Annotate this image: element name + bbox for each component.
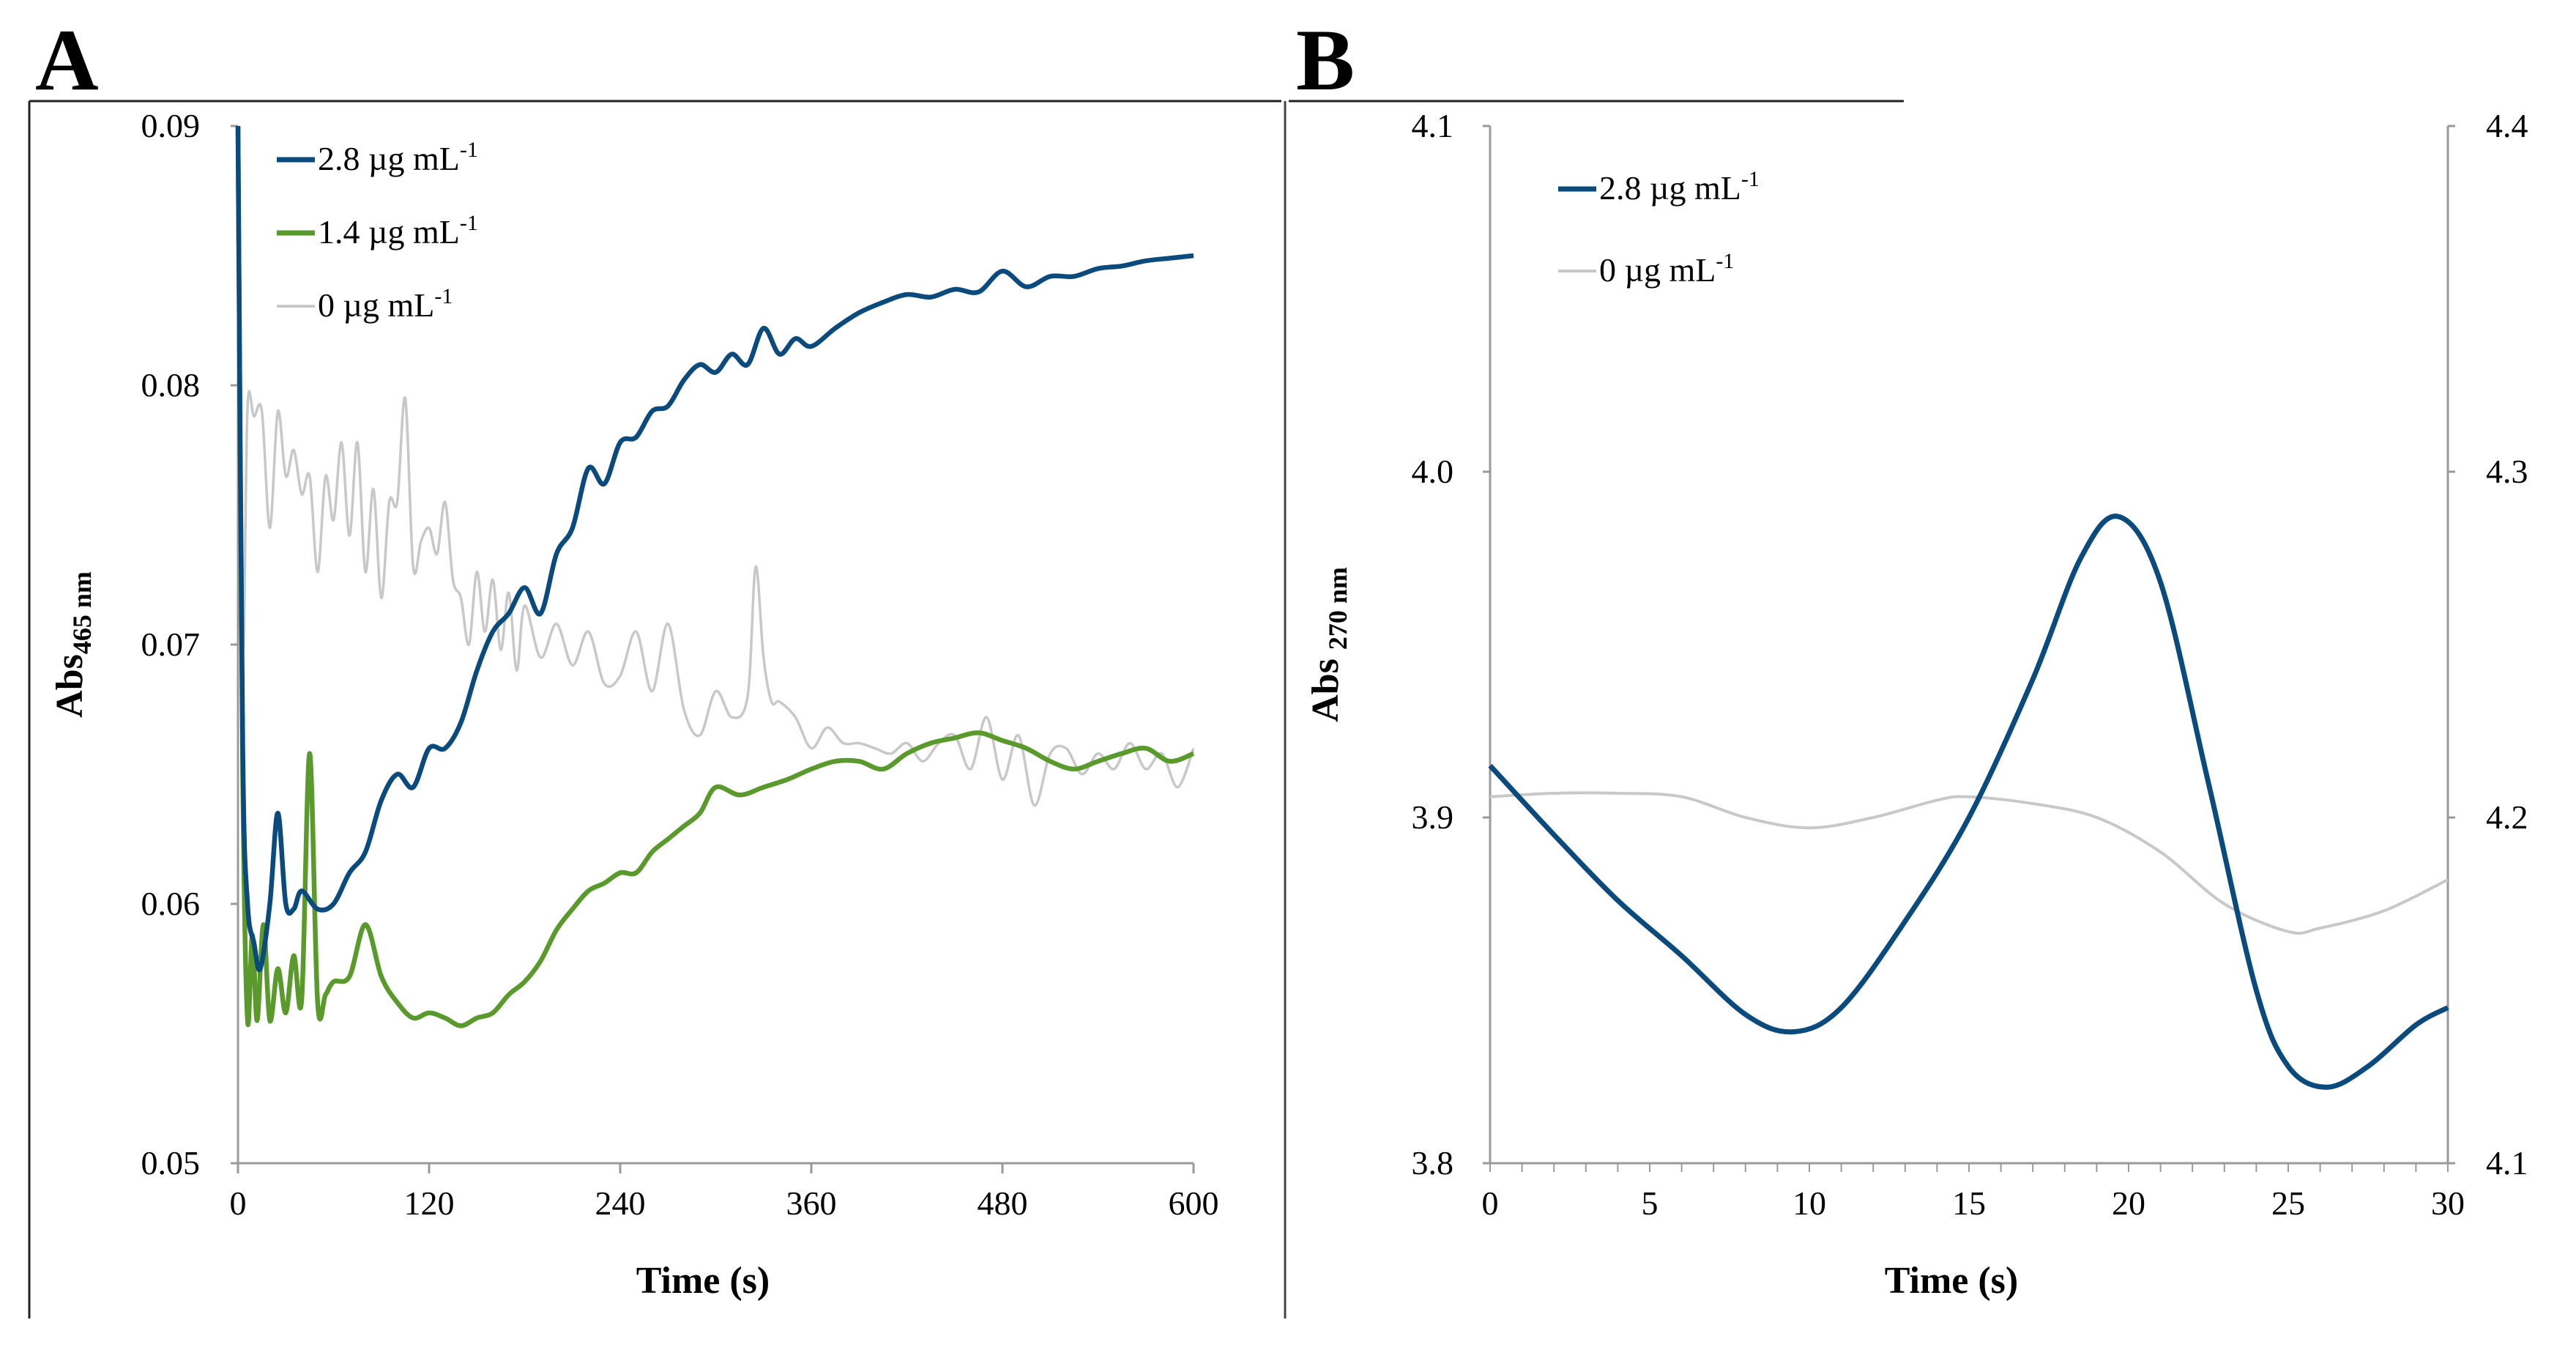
chart-b-x-axis-title: Time (s): [1885, 1260, 2018, 1302]
chart-b-y-tick-1: 3.9: [1412, 798, 1454, 836]
chart-b-x-tick-3: 15: [1952, 1184, 1986, 1222]
chart-a-legend-unit-1: µg mL: [368, 213, 460, 251]
chart-a-legend-label-2: 0 µg mL-1: [318, 284, 453, 324]
chart-a-legend-label-1: 1.4 µg mL-1: [318, 211, 478, 251]
chart-b-x-tick-2: 10: [1793, 1184, 1826, 1222]
panel-b-letter: B: [1296, 11, 1355, 108]
chart-a-legend: 2.8 µg mL-11.4 µg mL-10 µg mL-1: [277, 138, 478, 324]
chart-b-legend-sup-0: -1: [1741, 167, 1760, 191]
chart-a-legend-value-2: 0: [318, 286, 343, 324]
chart-b-y-axis-title-main: Abs: [1305, 659, 1347, 722]
chart-b-legend-label-1: 0 µg mL-1: [1599, 249, 1734, 289]
chart-a-y-tick-0: 0.05: [141, 1144, 201, 1182]
chart-b-y-axis-title-sub: 270 nm: [1323, 567, 1352, 650]
chart-b-y2-tick-2: 4.3: [2486, 453, 2528, 490]
chart-a-series-2-line: [237, 125, 1195, 807]
chart-b-legend-value-0: 2.8: [1599, 169, 1650, 207]
chart-b-x-tick-4: 20: [2112, 1184, 2145, 1222]
chart-b-y-tick-3: 4.1: [1412, 107, 1454, 144]
chart-a-y-tick-4: 0.09: [141, 107, 201, 144]
chart-b-series-1-line: [1489, 791, 2449, 935]
chart-a-x-tick-1: 120: [404, 1184, 455, 1222]
chart-a-series-0-line: [235, 125, 1194, 973]
chart-a-y-axis-title: Abs465 nm: [49, 571, 97, 718]
chart-a-legend-sup-1: -1: [460, 211, 478, 235]
chart-a-y-axis-title-main: Abs: [49, 654, 91, 718]
chart-b-x-tick-6: 30: [2431, 1184, 2465, 1222]
chart-a-legend-sup-0: -1: [460, 138, 478, 162]
chart-b-legend-label-0: 2.8 µg mL-1: [1599, 167, 1760, 207]
chart-b-y2-tick-0: 4.1: [2486, 1144, 2528, 1182]
chart-b-x-tick-1: 5: [1642, 1184, 1659, 1222]
chart-a-series-1-line: [235, 125, 1195, 1028]
chart-a-legend-sup-2: -1: [434, 284, 453, 308]
chart-b-y2-tick-1: 4.2: [2486, 798, 2528, 836]
chart-a-y-tick-2: 0.07: [141, 626, 201, 663]
chart-b-x-tick-0: 0: [1482, 1184, 1499, 1222]
chart-b-y2-tick-3: 4.4: [2486, 107, 2528, 144]
chart-a-x-tick-2: 240: [595, 1184, 646, 1222]
chart-a-legend-value-0: 2.8: [318, 140, 368, 177]
chart-b-x-tick-5: 25: [2271, 1184, 2305, 1222]
chart-a-legend-value-1: 1.4: [318, 213, 368, 251]
chart-b-y-tick-0: 3.8: [1412, 1144, 1454, 1182]
chart-a-legend-label-0: 2.8 µg mL-1: [318, 138, 478, 177]
chart-a-x-axis-title: Time (s): [636, 1260, 770, 1302]
chart-b-series-0-line: [1488, 513, 2449, 1090]
chart-a-y-axis-title-sub: 465 nm: [67, 571, 97, 654]
chart-b-y-axis-title: Abs 270 nm: [1305, 567, 1352, 722]
chart-b-legend: 2.8 µg mL-10 µg mL-1: [1558, 167, 1760, 289]
chart-b-legend-unit-1: µg mL: [1625, 251, 1716, 289]
chart-a: 0.05 0.06 0.07 0.08 0.09 0 120 240 360 480 600 Ti…: [49, 107, 1219, 1302]
chart-a-x-tick-5: 600: [1169, 1184, 1219, 1222]
chart-b-legend-sup-1: -1: [1716, 249, 1734, 273]
chart-a-legend-unit-0: µg mL: [368, 140, 460, 177]
chart-a-x-tick-3: 360: [786, 1184, 837, 1222]
chart-a-x-tick-4: 480: [978, 1184, 1028, 1222]
chart-b-y-tick-2: 4.0: [1412, 453, 1454, 490]
chart-b: 3.8 3.9 4.0 4.1 4.1 4.2 4.3 4.4 0 5 10 15 20 25 30 T…: [1305, 107, 2528, 1302]
chart-a-x-tick-0: 0: [230, 1184, 247, 1222]
chart-a-y-tick-3: 0.08: [141, 366, 201, 404]
chart-b-legend-unit-0: µg mL: [1650, 169, 1741, 207]
chart-a-y-tick-1: 0.06: [141, 885, 201, 922]
chart-b-legend-value-1: 0: [1599, 251, 1625, 289]
chart-a-legend-unit-2: µg mL: [343, 286, 435, 324]
panel-a-letter: A: [35, 11, 99, 108]
